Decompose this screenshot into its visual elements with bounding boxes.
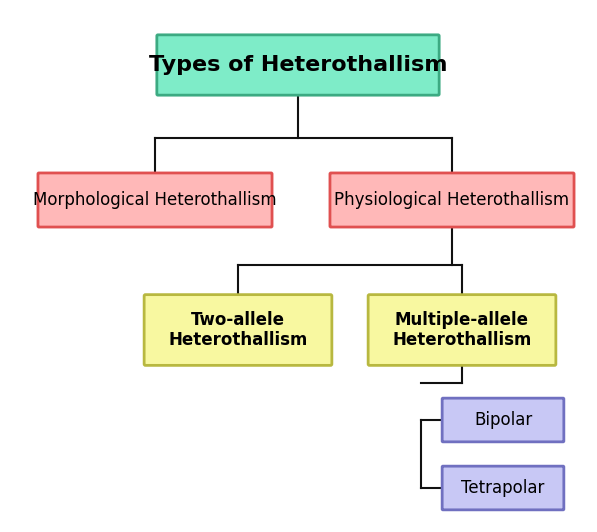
FancyBboxPatch shape [38, 173, 272, 227]
FancyBboxPatch shape [368, 295, 556, 365]
FancyBboxPatch shape [330, 173, 574, 227]
FancyBboxPatch shape [144, 295, 332, 365]
Text: Two-allele
Heterothallism: Two-allele Heterothallism [168, 311, 307, 350]
FancyBboxPatch shape [442, 398, 564, 442]
FancyBboxPatch shape [442, 466, 564, 510]
FancyBboxPatch shape [157, 35, 439, 95]
Text: Types of Heterothallism: Types of Heterothallism [149, 55, 447, 75]
Text: Morphological Heterothallism: Morphological Heterothallism [33, 191, 277, 209]
Text: Multiple-allele
Heterothallism: Multiple-allele Heterothallism [392, 311, 532, 350]
Text: Physiological Heterothallism: Physiological Heterothallism [334, 191, 570, 209]
Text: Bipolar: Bipolar [474, 411, 532, 429]
Text: Tetrapolar: Tetrapolar [461, 479, 544, 497]
